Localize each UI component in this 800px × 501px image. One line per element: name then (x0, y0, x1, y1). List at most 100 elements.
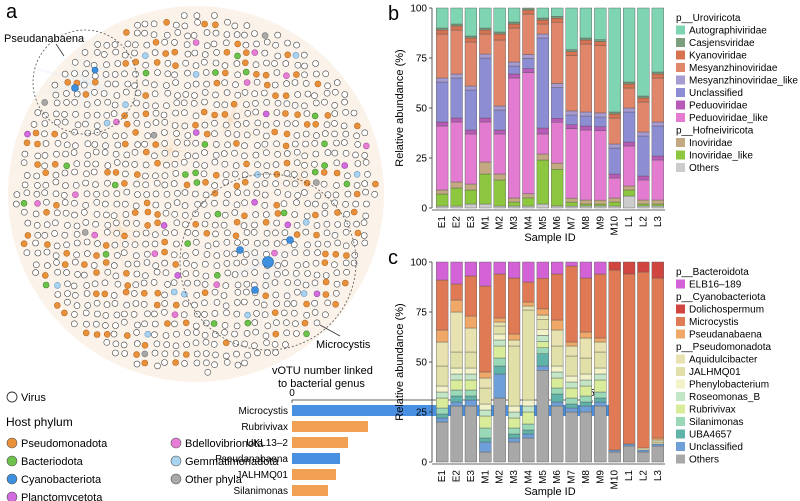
network-node (181, 22, 189, 30)
network-node (81, 229, 89, 236)
bar-segment (623, 87, 636, 109)
network-node (182, 212, 189, 219)
network-node (331, 232, 339, 239)
bar-segment (565, 114, 578, 126)
network-node (133, 119, 141, 127)
bar-segment (479, 29, 492, 35)
network-node (163, 82, 170, 89)
network-node (162, 269, 170, 277)
network-node (170, 288, 178, 296)
y-axis-title: Relative abundance (%) (394, 303, 406, 420)
network-node (171, 71, 178, 79)
bar-segment (479, 403, 492, 411)
network-node (64, 298, 71, 306)
network-node (281, 229, 289, 236)
bar-segment (508, 417, 521, 429)
network-node (82, 70, 89, 77)
network-node (122, 241, 129, 248)
network-node (222, 178, 230, 186)
network-node (324, 149, 332, 156)
edge (229, 72, 256, 121)
network-node (211, 119, 218, 127)
network-node (221, 328, 228, 336)
bar-segment (623, 195, 636, 209)
network-node (303, 121, 311, 128)
phylum-swatch (170, 455, 182, 467)
network-node (211, 158, 219, 166)
network-node (212, 59, 220, 67)
bar-segment (436, 417, 449, 423)
network-node (162, 50, 169, 57)
bar-segment (651, 77, 664, 123)
bar-segment (608, 117, 621, 145)
network-node (221, 101, 229, 109)
network-node (72, 291, 79, 299)
network-node (113, 200, 121, 208)
network-node (51, 81, 59, 89)
network-node (362, 142, 370, 150)
phylum-swatch (6, 455, 18, 467)
network-node (242, 251, 250, 258)
network-node (112, 349, 119, 357)
network-node (201, 141, 209, 148)
network-node (33, 222, 41, 229)
bar-segment (608, 261, 621, 271)
bar-segment (579, 125, 593, 131)
bar-segment (493, 31, 506, 35)
network-node (341, 162, 349, 169)
legend-swatch (676, 150, 685, 160)
bar-segment (450, 389, 463, 397)
network-node (213, 49, 220, 56)
network-node (112, 80, 119, 88)
network-node (124, 40, 132, 48)
network-node (62, 182, 69, 189)
network-node (113, 229, 120, 237)
network-node (232, 232, 240, 240)
cyanobacteria-hub (262, 256, 274, 268)
network-node (213, 299, 221, 306)
network-node (311, 279, 319, 287)
network-node (63, 241, 70, 249)
network-node (221, 150, 228, 157)
network-node (212, 351, 219, 359)
bar-segment (551, 205, 564, 209)
bar-segment (623, 261, 636, 275)
bar-segment (637, 7, 650, 97)
network-node (221, 111, 229, 118)
bar-segment (608, 197, 621, 203)
network-node (223, 250, 231, 257)
bar-segment (594, 39, 607, 42)
network-node (53, 209, 61, 217)
network-node (83, 170, 90, 178)
network-node (341, 139, 348, 146)
bar-segment (508, 411, 521, 419)
network-node (273, 240, 281, 247)
network-node (32, 261, 40, 269)
network-node (223, 48, 231, 56)
bar-segment (551, 393, 564, 403)
network-node (53, 242, 61, 250)
network-node (142, 102, 150, 109)
network-node (103, 301, 111, 308)
phylum-label: Pseudomonadota (21, 438, 108, 450)
network-node (300, 51, 308, 59)
bar-segment (493, 325, 506, 335)
network-node (83, 112, 91, 119)
bar-segment (508, 437, 521, 443)
bar-segment (651, 443, 664, 447)
network-node (161, 248, 168, 256)
bar-segment (536, 159, 549, 205)
bar-segment (479, 261, 492, 287)
network-node (133, 270, 141, 278)
network-node (111, 241, 119, 249)
bar-segment (493, 357, 506, 367)
bar-segment (579, 395, 593, 403)
network-node (291, 211, 299, 218)
network-node (182, 171, 189, 178)
network-node (292, 269, 300, 277)
network-node (333, 159, 341, 167)
network-node (311, 92, 318, 99)
network-node (142, 52, 149, 60)
network-node (302, 80, 310, 87)
bar-segment (565, 7, 578, 50)
